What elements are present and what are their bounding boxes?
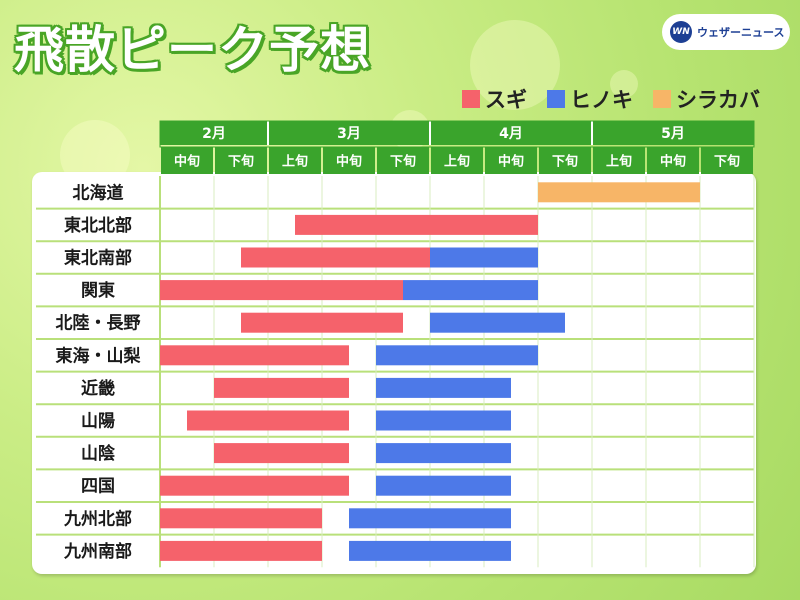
region-label-cell (36, 176, 160, 209)
legend-label-shirakaba: シラカバ (676, 88, 760, 112)
period-header-cell (647, 147, 699, 174)
region-label-cell (36, 469, 160, 502)
period-header-cell (161, 147, 213, 174)
bar-hinoki (376, 345, 538, 366)
bar-shirakaba (538, 182, 700, 203)
bar-sugi (295, 214, 538, 235)
legend-swatch-hinoki (547, 90, 565, 108)
region-label-cell (36, 339, 160, 372)
month-label: 2月 (202, 126, 226, 142)
region-label-cell (36, 502, 160, 535)
period-label: 下旬 (228, 154, 254, 170)
region-label-cell (36, 241, 160, 274)
bar-hinoki (376, 443, 511, 464)
bar-sugi (214, 377, 349, 398)
region-label: 東海・山梨 (56, 345, 142, 366)
period-label: 中旬 (336, 154, 362, 170)
bar-sugi (160, 508, 322, 529)
bar-hinoki (349, 540, 511, 561)
bar-sugi (160, 280, 403, 301)
bar-hinoki (376, 377, 511, 398)
month-label: 3月 (337, 126, 361, 142)
month-header-cell (430, 121, 592, 145)
period-header-cell (539, 147, 591, 174)
month-header-cell (592, 121, 754, 145)
page-title: 飛散ピーク予想 (14, 21, 371, 79)
region-label: 山陽 (81, 412, 115, 432)
bar-hinoki (430, 247, 538, 268)
region-label: 東北南部 (64, 248, 132, 269)
period-label: 中旬 (498, 154, 524, 170)
period-label: 下旬 (714, 154, 740, 170)
month-header-cell (268, 121, 430, 145)
bar-hinoki (349, 508, 511, 529)
period-header-cell (701, 147, 753, 174)
bar-sugi (160, 345, 349, 366)
region-label-cell (36, 436, 160, 470)
period-label: 中旬 (174, 154, 200, 170)
legend-item-hinoki: ヒノキ (547, 84, 633, 114)
period-header-cell (215, 147, 267, 174)
background-bokeh (610, 70, 638, 98)
region-label: 北海道 (73, 182, 124, 203)
bar-sugi (160, 540, 322, 561)
month-header-cell (160, 121, 268, 145)
period-header-cell (377, 147, 429, 174)
legend-item-shirakaba: シラカバ (653, 84, 760, 114)
region-label-cell (36, 534, 160, 568)
background-bokeh (470, 20, 560, 110)
legend-label-hinoki: ヒノキ (570, 88, 633, 112)
month-header-border (159, 120, 755, 148)
legend-swatch-shirakaba (653, 90, 671, 108)
month-label: 4月 (499, 126, 523, 142)
period-header-cell (431, 147, 483, 174)
period-label: 下旬 (552, 154, 578, 170)
legend-swatch-sugi (462, 90, 480, 108)
region-label-cell (36, 371, 160, 405)
region-label: 近畿 (81, 378, 115, 399)
bar-sugi (187, 410, 349, 431)
period-label: 中旬 (660, 154, 686, 170)
bar-hinoki (376, 475, 511, 496)
bar-sugi (214, 443, 349, 464)
bar-hinoki (376, 410, 511, 431)
region-label-cell (36, 404, 160, 437)
region-label-cell (36, 273, 160, 307)
region-label: 九州北部 (63, 508, 132, 529)
region-label: 山陰 (81, 443, 116, 464)
weathernews-logo-text: ウェザーニュース (697, 26, 785, 39)
period-label: 上旬 (606, 154, 632, 170)
region-label: 九州南部 (63, 541, 132, 562)
bar-sugi (241, 312, 403, 333)
bar-hinoki (403, 280, 538, 301)
bar-hinoki (430, 312, 565, 333)
period-label: 下旬 (390, 154, 416, 170)
period-header-cell (485, 147, 537, 174)
chart-legend: スギ ヒノキ シラカバ (462, 84, 760, 114)
region-label: 関東 (81, 280, 115, 301)
region-label: 四国 (81, 477, 115, 497)
region-label: 北陸・長野 (56, 313, 141, 334)
period-header-cell (269, 147, 321, 174)
bar-sugi (241, 247, 430, 268)
weathernews-logo: WN ウェザーニュース (662, 14, 790, 50)
region-label-cell (36, 208, 160, 242)
weathernews-logo-icon: WN (670, 21, 692, 43)
period-label: 上旬 (444, 154, 470, 170)
legend-label-sugi: スギ (485, 88, 527, 112)
period-header-cell (323, 147, 375, 174)
period-label: 上旬 (282, 154, 308, 170)
region-label-cell (36, 306, 160, 339)
region-label: 東北北部 (64, 215, 132, 236)
period-header-cell (593, 147, 645, 174)
month-label: 5月 (661, 126, 685, 142)
legend-item-sugi: スギ (462, 84, 527, 114)
bar-sugi (160, 475, 349, 496)
